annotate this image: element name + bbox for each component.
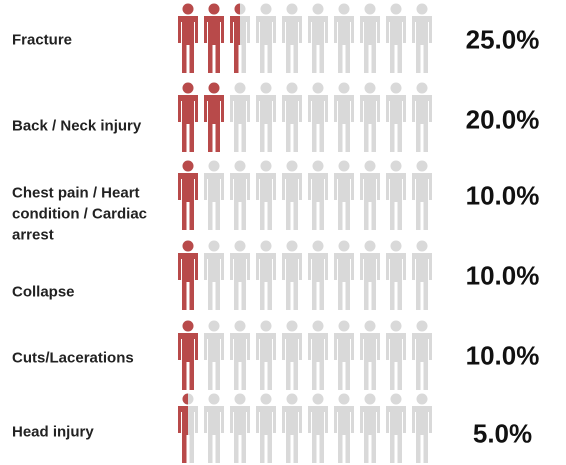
value-label: 10.0% (465, 260, 540, 291)
person-icon (282, 321, 302, 391)
person-icon (230, 394, 250, 464)
person-icon (334, 83, 354, 153)
person-icon (360, 241, 380, 311)
person-icon (334, 161, 354, 231)
person-icon-filled (204, 4, 224, 74)
person-icon (282, 4, 302, 74)
person-icon (334, 394, 354, 464)
person-icon (308, 241, 328, 311)
person-icon-filled (178, 321, 198, 391)
person-icon (282, 161, 302, 231)
person-icon (412, 321, 432, 391)
icon-row (178, 321, 432, 391)
person-icon (230, 321, 250, 391)
icon-row (178, 241, 432, 311)
category-label: Collapse (12, 283, 75, 301)
person-icon (230, 83, 250, 153)
person-icon (360, 394, 380, 464)
person-icon-filled (204, 83, 224, 153)
person-icon (282, 394, 302, 464)
category-label: Chest pain / Heart condition / Cardiac a… (12, 184, 148, 244)
person-icon (282, 83, 302, 153)
person-icon (360, 321, 380, 391)
value-label: 25.0% (465, 24, 540, 55)
person-icon (360, 161, 380, 231)
person-icon (256, 394, 276, 464)
person-icon (256, 161, 276, 231)
value-label: 5.0% (472, 418, 533, 449)
person-icon (412, 83, 432, 153)
person-icon (204, 161, 224, 231)
person-icon (334, 241, 354, 311)
person-icon (412, 161, 432, 231)
person-icon (230, 241, 250, 311)
person-icon (386, 241, 406, 311)
person-icon (412, 241, 432, 311)
person-icon (256, 321, 276, 391)
category-label: Fracture (12, 31, 73, 49)
person-icon (204, 241, 224, 311)
person-icon-filled (178, 161, 198, 231)
icon-row (178, 394, 432, 464)
person-icon (334, 4, 354, 74)
person-icon (308, 83, 328, 153)
person-icon (360, 83, 380, 153)
person-icon (308, 394, 328, 464)
value-label: 10.0% (465, 340, 540, 371)
person-icon (256, 83, 276, 153)
person-icon (386, 83, 406, 153)
value-label: 10.0% (465, 180, 540, 211)
person-icon (256, 241, 276, 311)
person-icon (308, 161, 328, 231)
person-icon (308, 321, 328, 391)
person-icon (386, 394, 406, 464)
person-icon (386, 321, 406, 391)
person-icon (412, 394, 432, 464)
person-icon (282, 241, 302, 311)
icon-row (178, 161, 432, 231)
person-icon (308, 4, 328, 74)
person-icon (360, 4, 380, 74)
category-label: Cuts/Lacerations (12, 349, 134, 367)
category-label: Head injury (12, 423, 94, 441)
person-icon (386, 161, 406, 231)
person-icon-filled (178, 241, 198, 311)
category-label: Back / Neck injury (12, 117, 142, 135)
person-icon-filled (178, 4, 198, 74)
person-icon-filled (178, 83, 198, 153)
person-icon (230, 161, 250, 231)
person-icon (204, 321, 224, 391)
person-icon (386, 4, 406, 74)
person-icon (334, 321, 354, 391)
person-icon (204, 394, 224, 464)
value-label: 20.0% (465, 104, 540, 135)
person-icon (256, 4, 276, 74)
person-icon (412, 4, 432, 74)
